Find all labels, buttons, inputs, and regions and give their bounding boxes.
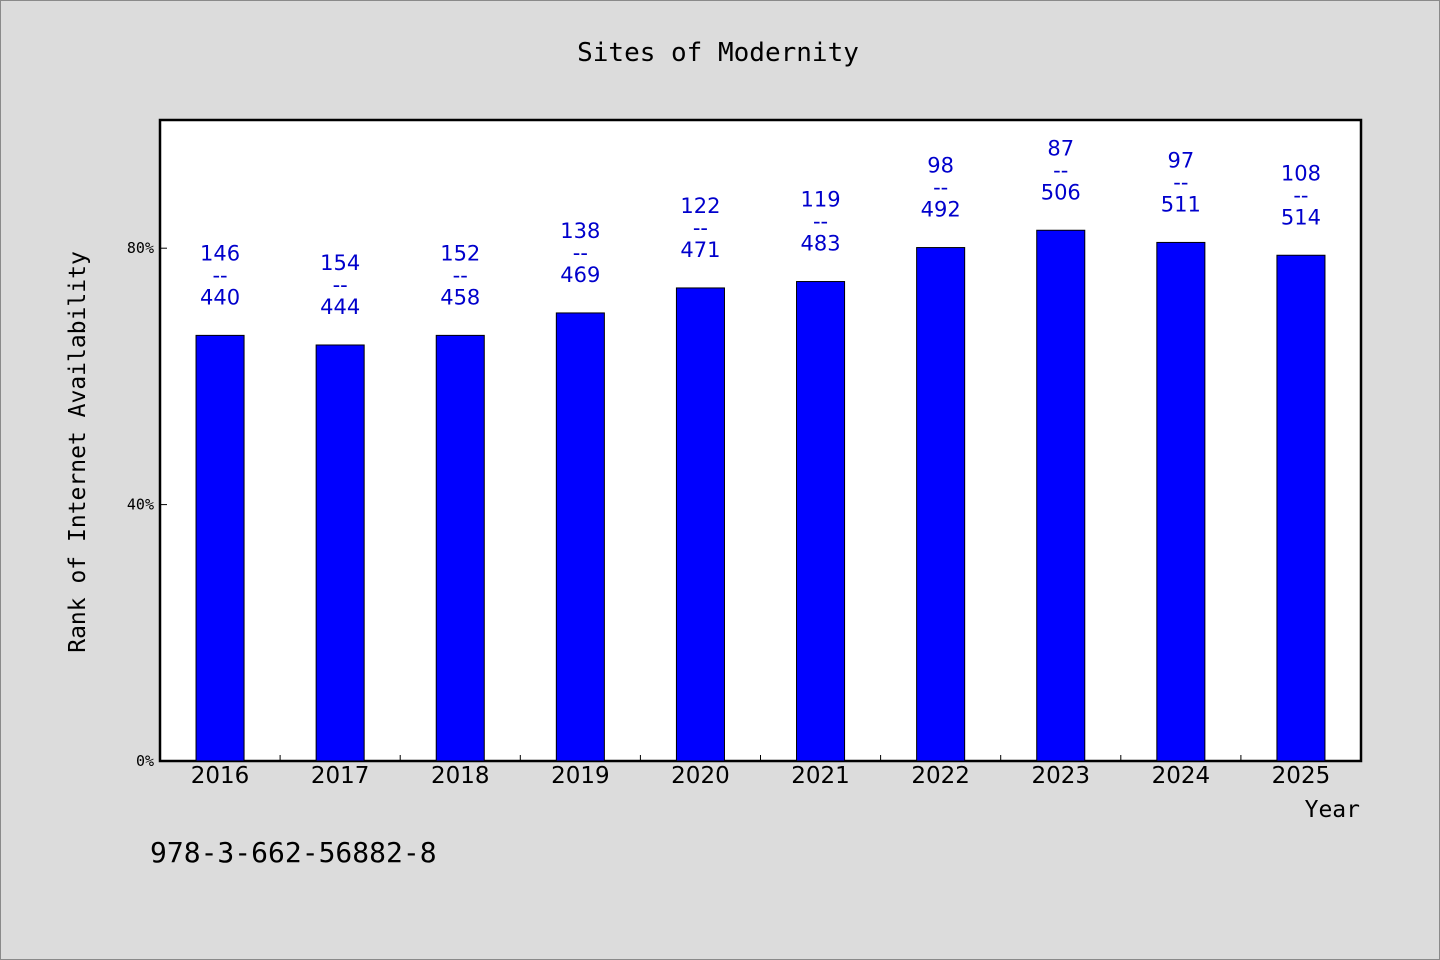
bar-label-top: 98 (927, 154, 954, 178)
bar-label-separator: -- (573, 241, 588, 265)
footnote-isbn: 978-3-662-56882-8 (150, 836, 437, 869)
bar-label-top: 154 (320, 251, 360, 275)
bar-2016 (195, 334, 245, 762)
bar-label-bottom: 469 (560, 263, 600, 287)
x-axis-title: Year (1305, 797, 1360, 823)
bar-label-separator: -- (1173, 170, 1188, 194)
bar-label-top: 87 (1047, 136, 1074, 160)
x-tick-label: 2016 (191, 763, 250, 789)
y-tick-label: 0% (136, 752, 154, 770)
bar-label-bottom: 492 (921, 198, 961, 222)
bar-label-bottom: 444 (320, 295, 360, 319)
y-axis-title: Rank of Internet Availability (65, 251, 91, 653)
y-axis: 0% 40% 80% (127, 239, 167, 770)
bar-2023 (1036, 229, 1086, 762)
bar-label-top: 108 (1281, 161, 1321, 185)
bar-label-separator: -- (453, 263, 468, 287)
bar-2022 (916, 247, 966, 762)
bar-label-bottom: 511 (1161, 192, 1201, 216)
y-tick-label: 80% (127, 239, 154, 257)
x-tick-label: 2025 (1272, 763, 1331, 789)
bar-2021 (796, 281, 846, 762)
bar-label-top: 122 (680, 194, 720, 218)
bar-label-bottom: 514 (1281, 205, 1321, 229)
bar-label-top: 146 (200, 241, 240, 265)
bar-label-separator: -- (212, 263, 227, 287)
x-axis: 2016 2017 2018 2019 2020 2021 2022 2023 2024 2025 (191, 755, 1330, 789)
x-tick-label: 2023 (1031, 763, 1090, 789)
bar-2019 (555, 312, 605, 762)
bar-series (195, 229, 1326, 762)
bar-label-separator: -- (933, 176, 948, 200)
x-tick-label: 2018 (431, 763, 490, 789)
bar-label-separator: -- (333, 273, 348, 297)
bar-2024 (1156, 241, 1206, 762)
x-tick-label: 2022 (911, 763, 970, 789)
bar-2020 (675, 287, 725, 762)
x-tick-label: 2024 (1152, 763, 1211, 789)
bar-label-top: 97 (1167, 148, 1194, 172)
x-tick-label: 2020 (671, 763, 730, 789)
bar-label-bottom: 440 (200, 285, 240, 309)
bar-label-top: 152 (440, 241, 480, 265)
y-tick-label: 40% (127, 496, 154, 514)
bar-label-top: 138 (560, 219, 600, 243)
x-tick-label: 2021 (791, 763, 850, 789)
chart-title: Sites of Modernity (577, 38, 859, 68)
bar-label-bottom: 506 (1041, 180, 1081, 204)
x-tick-label: 2019 (551, 763, 610, 789)
bar-label-top: 119 (801, 188, 841, 212)
bar-label-separator: -- (1293, 183, 1308, 207)
bar-label-separator: -- (693, 216, 708, 240)
bar-label-bottom: 458 (440, 285, 480, 309)
bar-2017 (315, 344, 365, 762)
bar-2018 (435, 334, 485, 762)
x-tick-label: 2017 (311, 763, 370, 789)
bar-2025 (1276, 254, 1326, 762)
bar-label-separator: -- (813, 210, 828, 234)
bar-label-bottom: 471 (680, 238, 720, 262)
bar-label-separator: -- (1053, 158, 1068, 182)
bar-label-bottom: 483 (801, 232, 841, 256)
bar-data-labels: 146--440154--444152--458138--469122--471… (200, 136, 1321, 319)
